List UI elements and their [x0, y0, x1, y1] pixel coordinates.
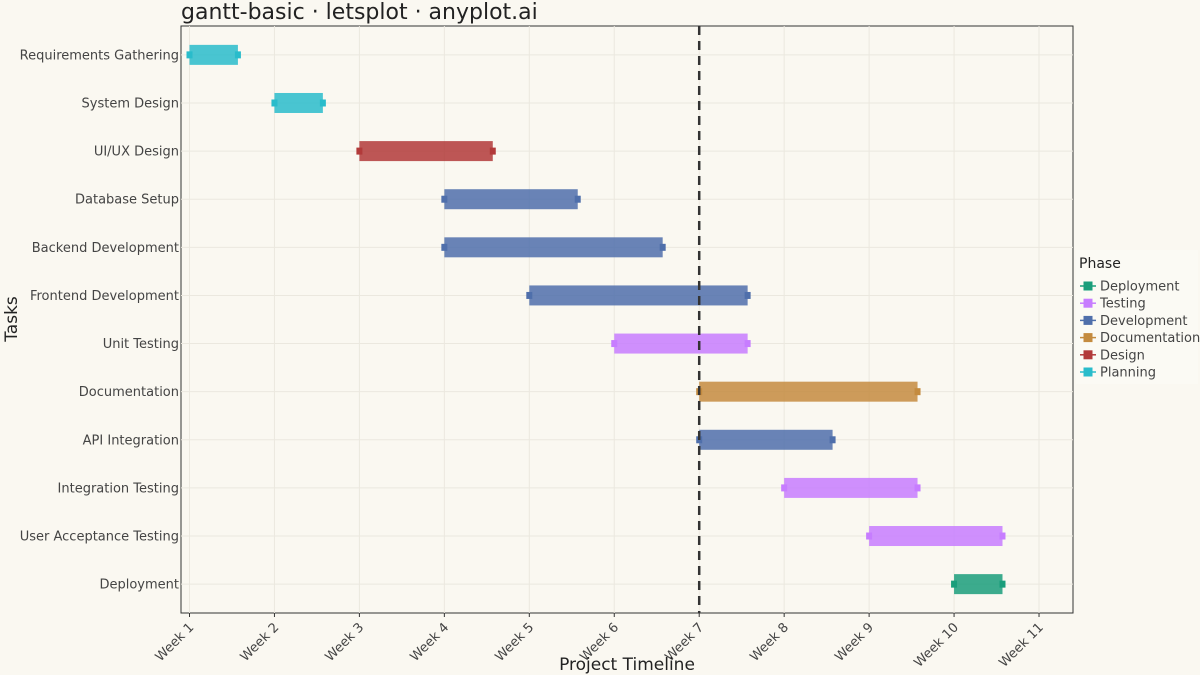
- y-tick-label: API Integration: [83, 433, 179, 448]
- legend-key-swatch: [1083, 281, 1093, 291]
- task-end-marker: [574, 195, 581, 203]
- legend-label: Deployment: [1100, 280, 1180, 295]
- task-start-marker: [441, 195, 448, 203]
- y-tick-label: Unit Testing: [103, 337, 179, 352]
- task-end-marker: [999, 580, 1006, 588]
- x-tick-label: Week 9: [832, 620, 877, 665]
- legend-background: [1076, 250, 1198, 384]
- y-tick-label: Integration Testing: [58, 481, 179, 496]
- y-axis-tick-labels: Requirements Gathering System Design UI/UX…: [20, 48, 179, 592]
- task-bar: [954, 574, 1003, 595]
- task-end-marker: [914, 388, 921, 396]
- task-start-marker: [271, 99, 278, 107]
- task-start-marker: [781, 484, 788, 492]
- task-start-marker: [611, 340, 618, 348]
- task-start-marker: [951, 580, 958, 588]
- chart-title: gantt-basic · letsplot · anyplot.ai: [181, 0, 538, 25]
- legend-key-swatch: [1083, 350, 1093, 360]
- x-tick-label: Week 2: [238, 620, 283, 665]
- task-end-marker: [744, 340, 751, 348]
- task-end-marker: [744, 291, 751, 299]
- task-end-marker: [319, 99, 326, 107]
- y-tick-label: User Acceptance Testing: [20, 530, 179, 545]
- task-bar: [869, 526, 1003, 547]
- task-start-marker: [526, 291, 533, 299]
- legend-label: Documentation: [1100, 331, 1200, 346]
- task-end-marker: [999, 532, 1006, 540]
- y-tick-label: UI/UX Design: [94, 145, 179, 160]
- task-bar: [444, 237, 663, 258]
- task-bar: [699, 429, 833, 450]
- plot-panel: [180, 25, 1074, 614]
- task-bar: [784, 477, 918, 498]
- task-bar: [274, 92, 323, 113]
- x-tick-label: Week 10: [911, 620, 961, 670]
- task-start-marker: [356, 147, 363, 155]
- y-tick-label: Requirements Gathering: [20, 48, 179, 63]
- legend-key-swatch: [1083, 315, 1093, 325]
- legend-title: Phase: [1079, 256, 1121, 272]
- legend-key-swatch: [1083, 333, 1093, 343]
- task-end-marker: [489, 147, 496, 155]
- legend-key-swatch: [1083, 298, 1093, 308]
- y-tick-label: System Design: [82, 96, 180, 111]
- y-tick-label: Database Setup: [75, 193, 179, 208]
- task-bar: [189, 44, 238, 65]
- x-tick-label: Week 5: [493, 620, 538, 665]
- task-bar: [444, 189, 578, 210]
- legend-key-swatch: [1083, 367, 1093, 377]
- task-bar: [699, 381, 918, 402]
- legend: Phase Deployment Testing Development Docume…: [1076, 250, 1200, 384]
- y-axis-title: Tasks: [2, 296, 22, 343]
- x-tick-label: Week 11: [996, 620, 1046, 670]
- task-bar: [359, 141, 493, 162]
- y-tick-label: Deployment: [99, 578, 179, 593]
- x-tick-label: Week 4: [408, 620, 453, 665]
- task-start-marker: [186, 51, 193, 59]
- y-tick-label: Frontend Development: [30, 289, 179, 304]
- x-tick-label: Week 8: [747, 620, 792, 665]
- task-end-marker: [659, 243, 666, 251]
- x-tick-label: Week 3: [323, 620, 368, 665]
- task-end-marker: [914, 484, 921, 492]
- legend-label: Testing: [1099, 297, 1146, 312]
- legend-label: Development: [1100, 314, 1188, 329]
- task-bar: [614, 333, 748, 354]
- task-start-marker: [866, 532, 873, 540]
- x-tick-label: Week 1: [153, 620, 198, 665]
- y-tick-label: Backend Development: [32, 241, 179, 256]
- task-start-marker: [441, 243, 448, 251]
- legend-items: Deployment Testing Development Documentatio…: [1080, 280, 1200, 381]
- task-end-marker: [829, 436, 836, 444]
- task-bars: [186, 44, 1006, 595]
- y-tick-label: Documentation: [79, 385, 179, 400]
- x-axis-title: Project Timeline: [559, 655, 695, 675]
- legend-label: Planning: [1100, 366, 1156, 381]
- legend-label: Design: [1100, 348, 1145, 363]
- task-end-marker: [234, 51, 241, 59]
- task-bar: [529, 285, 748, 306]
